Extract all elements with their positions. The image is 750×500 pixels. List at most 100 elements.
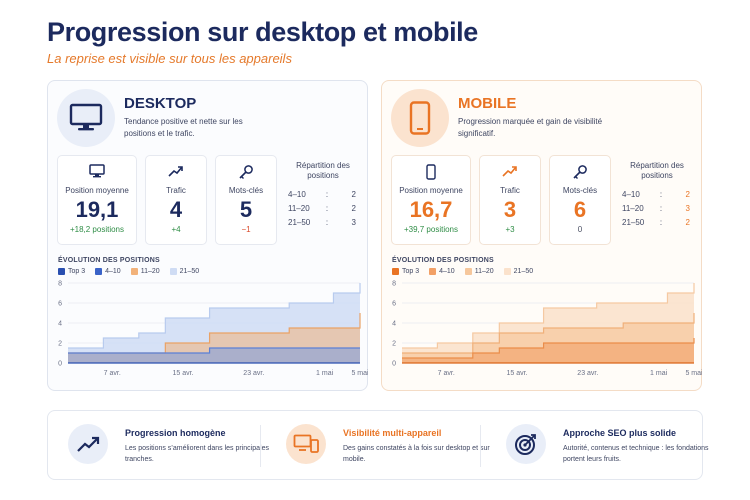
- kpi-value: 3: [503, 197, 517, 222]
- kpi-delta: +3: [505, 225, 515, 234]
- kpi-value: 4: [169, 197, 183, 222]
- kpi-value: 6: [573, 197, 587, 222]
- kpi-value: 5: [239, 197, 253, 222]
- devices-icon: [286, 424, 326, 464]
- kpi-label: Trafic: [166, 186, 186, 195]
- summary-description: Autorité, contenus et technique : les fo…: [563, 445, 709, 463]
- kpi-motscles-mobile: Mots-clés 6 0: [549, 155, 611, 245]
- kpi-label: Trafic: [500, 186, 520, 195]
- kpi-delta: +39,7 positions: [403, 225, 459, 234]
- trend-up-small-icon: [146, 164, 206, 182]
- line-series-3: [68, 283, 361, 349]
- legend-swatch: [503, 268, 511, 275]
- summary-title: Progression homogène: [125, 428, 226, 438]
- legend-item: 4–10: [95, 268, 121, 275]
- legend-swatch: [169, 268, 177, 275]
- repartition-sep: :: [659, 189, 663, 199]
- legend-item: Top 3: [58, 268, 85, 275]
- kpi-value: 19,1: [75, 197, 119, 222]
- kpi-delta: 0: [577, 225, 583, 234]
- kpi-label: Mots-clés: [228, 186, 264, 195]
- legend-item: 4–10: [429, 268, 455, 275]
- legend-item: 21–50: [169, 268, 200, 275]
- repartition-mobile: Répartition des positions 4–10: 2 11–20: 3…: [619, 155, 695, 245]
- area-series-1: [402, 338, 694, 363]
- kpi-delta: +18,2 positions: [69, 225, 125, 234]
- kpi-label: Position moyenne: [399, 186, 463, 195]
- summary-panel: Progression homogène Les positions s’amé…: [47, 410, 709, 480]
- y-tick-label: 2: [392, 341, 396, 348]
- page-subtitle: La reprise est visible sur tous les appa…: [47, 51, 292, 66]
- y-tick-label: 0: [58, 361, 62, 368]
- repartition-range: 21–50: [288, 217, 311, 227]
- line-series-3: [402, 283, 695, 349]
- desktop-card: DESKTOP Tendance positive et nette sur l…: [47, 80, 368, 391]
- repartition-range: 11–20: [622, 203, 644, 213]
- legend-label: 4–10: [105, 268, 121, 275]
- repartition-value: 2: [685, 217, 690, 227]
- trend-up-small-icon: [480, 164, 540, 182]
- trend-up-icon: [68, 424, 108, 464]
- y-tick-label: 6: [58, 301, 62, 308]
- y-tick-label: 4: [58, 321, 62, 328]
- summary-title: Approche SEO plus solide: [563, 428, 677, 438]
- chart-title: ÉVOLUTION DES POSITIONS: [392, 257, 494, 264]
- mobile-card: MOBILE Progression marquée et gain de vi…: [381, 80, 702, 391]
- kpi-position-mobile: Position moyenne 16,7 +39,7 positions: [391, 155, 471, 245]
- kpi-label: Position moyenne: [65, 186, 129, 195]
- legend-label: 21–50: [179, 268, 200, 275]
- legend-label: 4–10: [439, 268, 455, 275]
- line-series-1: [402, 338, 695, 359]
- kpi-position-desktop: Position moyenne 19,1 +18,2 positions: [57, 155, 137, 245]
- legend-swatch: [392, 268, 399, 275]
- chart-legend: Top 3 4–10 11–20 21–50: [58, 268, 199, 275]
- repartition-value: 2: [351, 203, 356, 213]
- kpi-label: Mots-clés: [562, 186, 598, 195]
- kpi-motscles-desktop: Mots-clés 5 −1: [215, 155, 277, 245]
- repartition-sep: :: [659, 217, 663, 227]
- mobile-description: Progression marquée et gain de visibilit…: [458, 117, 603, 138]
- repartition-sep: :: [659, 203, 663, 213]
- x-tick-label: 1 mai: [316, 370, 334, 377]
- x-tick-label: 23 avr.: [243, 370, 264, 377]
- summary-description: Des gains constatés à la fois sur deskto…: [343, 445, 490, 463]
- kpi-trafic-mobile: Trafic 3 +3: [479, 155, 541, 245]
- summary-divider: [260, 425, 261, 467]
- target-icon: [506, 424, 546, 464]
- repartition-value: 2: [685, 189, 690, 199]
- key-icon: [216, 164, 276, 182]
- key-icon: [550, 164, 610, 182]
- summary-title: Visibilité multi-appareil: [343, 428, 442, 438]
- mobile-area-chart: 0 2 4 6 8 7 avr. 15 avr. 23 avr. 1 mai 5 mai: [392, 281, 702, 378]
- repartition-row: 11–20: 2: [285, 201, 361, 215]
- smartphone-small-icon: [392, 164, 470, 182]
- repartition-sep: :: [325, 217, 329, 227]
- repartition-row: 4–10: 2: [619, 187, 695, 201]
- repartition-range: 11–20: [288, 203, 310, 213]
- legend-swatch: [464, 268, 472, 275]
- repartition-title: Répartition des positions: [296, 161, 350, 180]
- repartition-value: 3: [685, 203, 690, 213]
- kpi-trafic-desktop: Trafic 4 +4: [145, 155, 207, 245]
- y-tick-label: 6: [392, 301, 396, 308]
- kpi-delta: +4: [171, 225, 181, 234]
- smartphone-icon: [391, 89, 449, 147]
- summary-divider: [480, 425, 481, 467]
- chart-legend: Top 3 4–10 11–20 21–50: [392, 268, 533, 275]
- legend-label: 21–50: [513, 268, 534, 275]
- repartition-range: 4–10: [622, 189, 640, 199]
- repartition-value: 2: [351, 189, 356, 199]
- repartition-row: 11–20: 3: [619, 201, 695, 215]
- legend-label: 11–20: [140, 268, 160, 275]
- repartition-value: 3: [351, 217, 356, 227]
- legend-swatch: [130, 268, 138, 275]
- legend-item: 11–20: [464, 268, 494, 275]
- legend-swatch: [95, 268, 103, 275]
- y-tick-label: 2: [58, 341, 62, 348]
- chart-title: ÉVOLUTION DES POSITIONS: [58, 257, 160, 264]
- repartition-row: 4–10: 2: [285, 187, 361, 201]
- kpi-value: 16,7: [409, 197, 453, 222]
- y-tick-label: 4: [392, 321, 396, 328]
- summary-description: Les positions s’améliorent dans les prin…: [125, 445, 269, 463]
- x-tick-label: 1 mai: [650, 370, 668, 377]
